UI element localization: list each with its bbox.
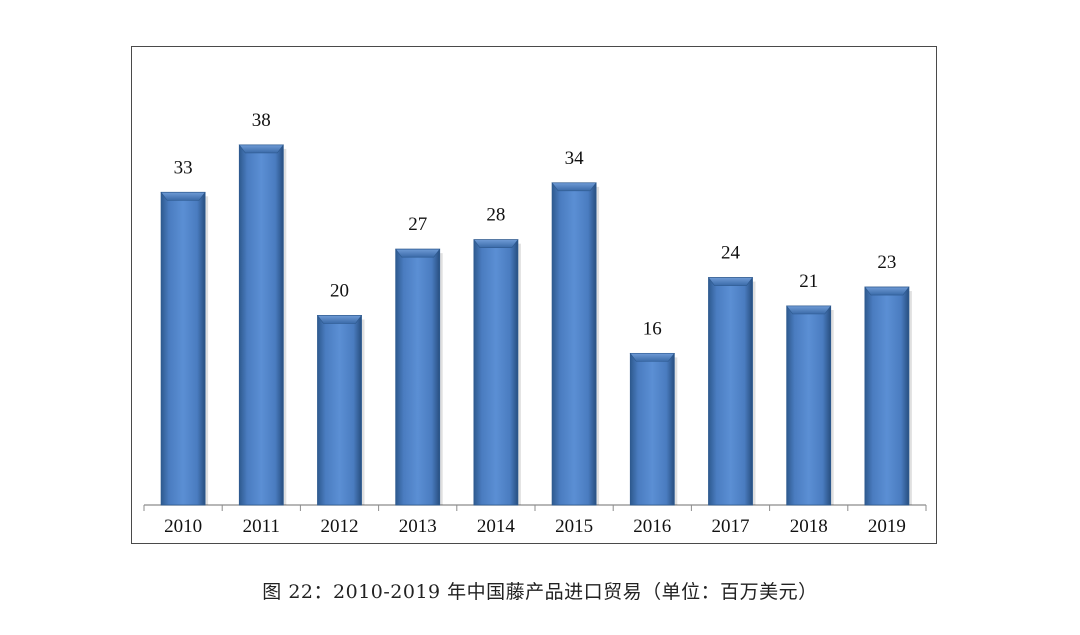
data-label: 24	[721, 243, 741, 264]
bar-2012	[316, 315, 365, 506]
bar	[317, 315, 362, 506]
bar	[551, 182, 597, 506]
bar	[864, 286, 910, 506]
bar-cap	[316, 315, 363, 324]
x-tick-labels-group: 2010 2011 2012 2013 2014 2015 2016 2017 2018 2019	[164, 516, 906, 537]
bar	[238, 144, 284, 506]
x-tick-label: 2016	[633, 516, 671, 537]
data-labels-group: 33 38 20 27 28 34 16 24 21 23	[174, 110, 897, 339]
x-tick-label: 2013	[399, 516, 437, 537]
x-axis	[143, 504, 927, 511]
bar	[629, 352, 675, 506]
bar-cap	[395, 248, 441, 258]
x-tick-label: 2019	[868, 516, 906, 537]
data-label: 21	[799, 271, 818, 292]
bar-cap	[238, 144, 284, 154]
bar-cap	[160, 191, 206, 201]
data-label: 23	[877, 252, 896, 273]
data-label: 27	[408, 214, 427, 235]
bar-cap	[864, 286, 910, 296]
x-tick-label: 2017	[712, 516, 750, 537]
bar-cap	[707, 277, 754, 286]
bar-2011	[238, 144, 287, 506]
x-tick-label: 2018	[790, 516, 828, 537]
figure-caption: 图 22：2010-2019 年中国藤产品进口贸易（单位：百万美元）	[262, 581, 818, 603]
data-label: 16	[643, 318, 662, 339]
x-tick-label: 2010	[164, 516, 202, 537]
x-tick-label: 2012	[321, 516, 359, 537]
x-tick-label: 2015	[555, 516, 593, 537]
bar-2019	[864, 286, 912, 506]
bar-2018	[786, 305, 834, 506]
data-label: 34	[565, 148, 585, 169]
data-label: 33	[174, 157, 193, 178]
x-tick-label: 2011	[243, 516, 280, 537]
bar-2013	[395, 248, 443, 506]
bar-cap	[473, 239, 519, 248]
data-label: 38	[252, 110, 271, 131]
bar-cap	[551, 182, 597, 192]
x-tick-label: 2014	[477, 516, 516, 537]
data-label: 28	[486, 205, 505, 226]
bar-2014	[473, 239, 521, 506]
chart-frame: 33 38 20 27 28 34 16 24 21 23 2010 2011 2012 2013 201…	[131, 46, 937, 544]
bar	[160, 191, 206, 506]
bar-2017	[707, 277, 756, 506]
bar	[473, 239, 519, 506]
bar	[708, 277, 753, 506]
bar	[786, 305, 832, 506]
bar-2016	[629, 352, 678, 506]
bar-2010	[160, 191, 209, 506]
bars-group	[160, 144, 912, 506]
bar-cap	[629, 353, 675, 362]
bar-2015	[551, 182, 600, 506]
bar	[395, 248, 441, 506]
bar-cap	[786, 305, 832, 315]
data-label: 20	[330, 280, 349, 301]
